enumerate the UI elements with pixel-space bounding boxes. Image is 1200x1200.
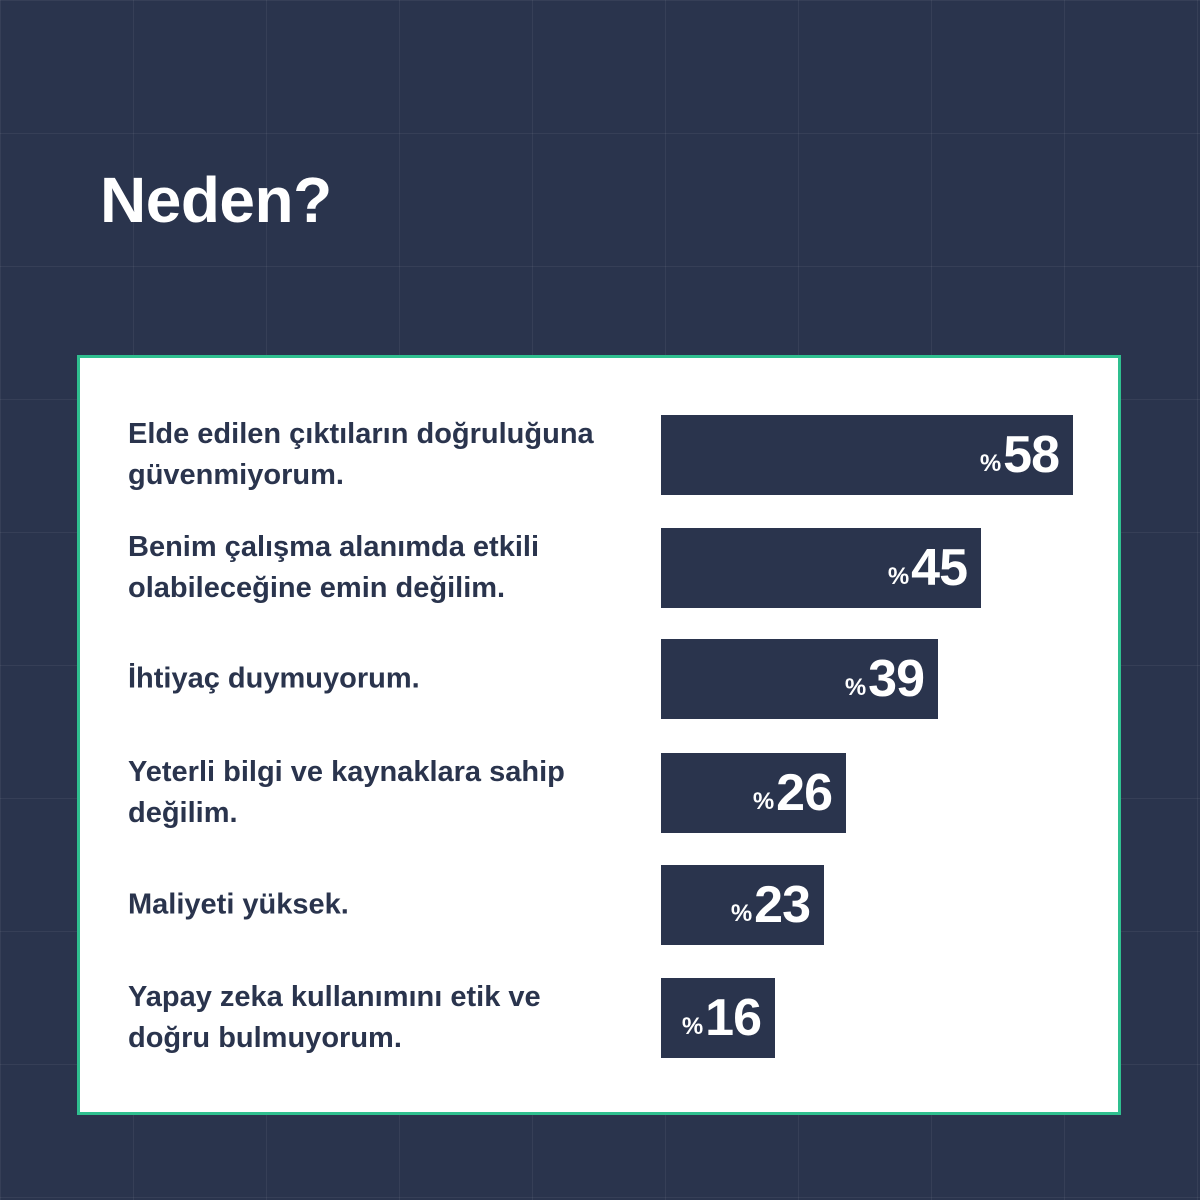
- bar-row: İhtiyaç duymuyorum.% 39: [80, 639, 1118, 719]
- bar: % 45: [661, 528, 981, 608]
- bar-value-prefix: %: [681, 1013, 704, 1040]
- bar: % 39: [661, 639, 938, 719]
- bar-row: Maliyeti yüksek.% 23: [80, 865, 1118, 945]
- page-title: Neden?: [100, 164, 332, 236]
- bar-value-label: 39: [868, 650, 925, 708]
- bar-row: Benim çalışma alanımda etkili olabileceğ…: [80, 528, 1118, 608]
- bar: % 16: [661, 978, 775, 1058]
- bar-row: Elde edilen çıktıların doğruluğuna güven…: [80, 415, 1118, 495]
- bar-value-label: 45: [911, 539, 968, 597]
- bar-value-label: 16: [705, 989, 762, 1047]
- bar-value-prefix: %: [844, 674, 867, 701]
- bar: % 26: [661, 753, 846, 833]
- bar-value-prefix: %: [752, 788, 775, 815]
- bar: % 58: [661, 415, 1073, 495]
- bar-label: Yeterli bilgi ve kaynaklara sahip değili…: [128, 756, 565, 829]
- bar-label: Yapay zeka kullanımını etik ve doğru bul…: [128, 981, 541, 1054]
- bar-row: Yapay zeka kullanımını etik ve doğru bul…: [80, 978, 1118, 1058]
- bar-label: Elde edilen çıktıların doğruluğuna güven…: [128, 418, 594, 491]
- chart-panel: Elde edilen çıktıların doğruluğuna güven…: [77, 355, 1121, 1115]
- bar-label: Maliyeti yüksek.: [128, 888, 349, 921]
- bar-value-label: 23: [754, 876, 811, 934]
- bar-label: Benim çalışma alanımda etkili olabileceğ…: [128, 531, 540, 604]
- bar-value-prefix: %: [979, 450, 1002, 477]
- bar-value-prefix: %: [730, 900, 753, 927]
- bar-value-label: 58: [1003, 426, 1060, 484]
- bar: % 23: [661, 865, 824, 945]
- bar-label: İhtiyaç duymuyorum.: [128, 662, 420, 695]
- bar-value-prefix: %: [887, 563, 910, 590]
- bar-row: Yeterli bilgi ve kaynaklara sahip değili…: [80, 753, 1118, 833]
- bar-value-label: 26: [776, 764, 833, 822]
